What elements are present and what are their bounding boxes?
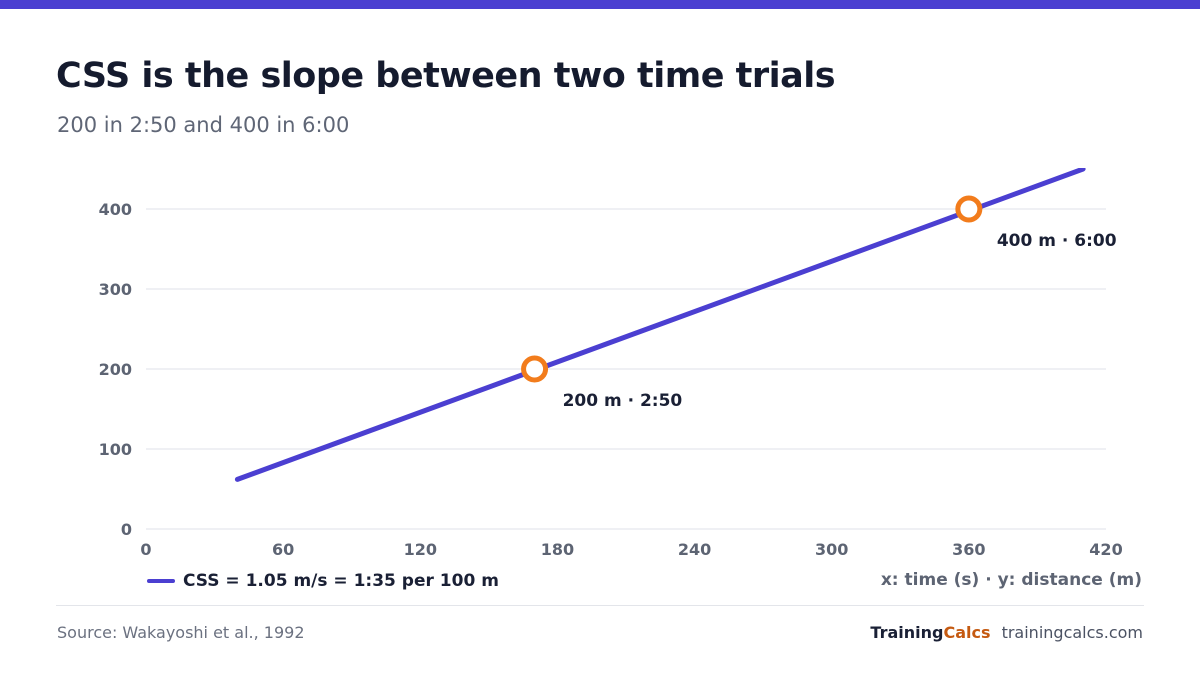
series-line-0 (234, 168, 1086, 482)
source-note: Source: Wakayoshi et al., 1992 (57, 623, 305, 642)
data-point-1 (955, 195, 983, 223)
y-tick-label-100: 100 (99, 440, 132, 459)
data-point-0 (521, 355, 549, 383)
x-tick-label-300: 300 (815, 540, 848, 559)
data-point-label-0: 200 m · 2:50 (563, 391, 683, 411)
data-point-label-1: 400 m · 6:00 (997, 231, 1117, 251)
x-tick-label-60: 60 (272, 540, 294, 559)
brand-name-training: Training (870, 623, 944, 642)
brand-name-calcs: Calcs (943, 623, 991, 642)
y-tick-label-200: 200 (99, 360, 132, 379)
chart-title: CSS is the slope between two time trials (56, 56, 836, 96)
legend-label: CSS = 1.05 m/s = 1:35 per 100 m (183, 571, 499, 591)
top-accent-bar (0, 0, 1200, 9)
brand: TrainingCalcs trainingcalcs.com (870, 623, 1143, 642)
chart-subtitle: 200 in 2:50 and 400 in 6:00 (57, 113, 350, 137)
brand-url: trainingcalcs.com (1001, 623, 1143, 642)
x-tick-label-360: 360 (952, 540, 985, 559)
x-tick-label-0: 0 (140, 540, 151, 559)
x-tick-label-120: 120 (404, 540, 437, 559)
y-tick-label-400: 400 (99, 200, 132, 219)
x-tick-label-420: 420 (1089, 540, 1122, 559)
x-tick-label-240: 240 (678, 540, 711, 559)
y-tick-label-0: 0 (121, 520, 132, 539)
footer-divider (56, 605, 1144, 606)
legend: CSS = 1.05 m/s = 1:35 per 100 m (147, 570, 499, 592)
legend-swatch (147, 579, 175, 583)
y-tick-label-300: 300 (99, 280, 132, 299)
axis-note: x: time (s) · y: distance (m) (880, 570, 1142, 590)
x-tick-label-180: 180 (541, 540, 574, 559)
